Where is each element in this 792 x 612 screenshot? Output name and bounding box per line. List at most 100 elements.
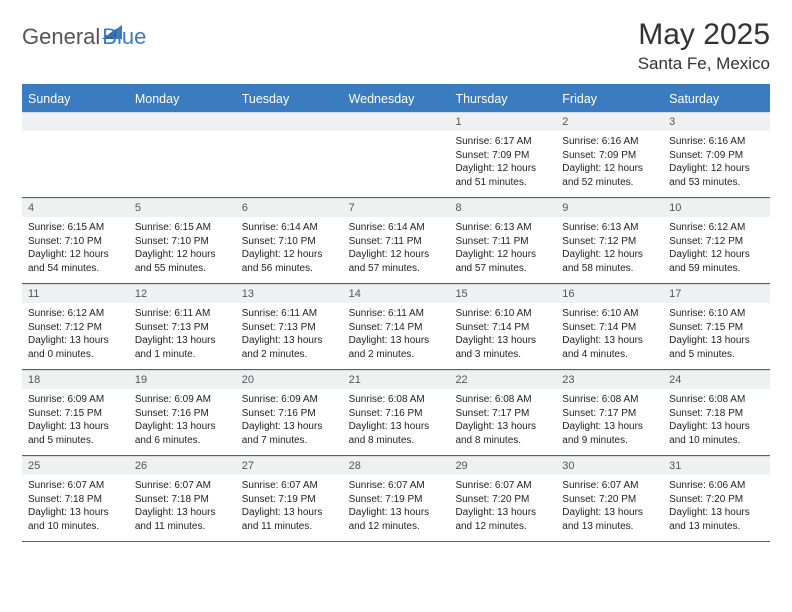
day-number: 6: [236, 199, 343, 217]
sunset-text: Sunset: 7:13 PM: [135, 321, 230, 335]
sunset-text: Sunset: 7:11 PM: [455, 235, 550, 249]
sunrise-text: Sunrise: 6:13 AM: [562, 221, 657, 235]
day-cell: Sunrise: 6:16 AMSunset: 7:09 PMDaylight:…: [556, 131, 663, 197]
sunset-text: Sunset: 7:09 PM: [669, 149, 764, 163]
sunrise-text: Sunrise: 6:07 AM: [455, 479, 550, 493]
sunset-text: Sunset: 7:12 PM: [562, 235, 657, 249]
sunrise-text: Sunrise: 6:09 AM: [135, 393, 230, 407]
day-details-row: Sunrise: 6:17 AMSunset: 7:09 PMDaylight:…: [22, 131, 770, 197]
day-number-row: 11121314151617: [22, 284, 770, 303]
day-cell: Sunrise: 6:10 AMSunset: 7:15 PMDaylight:…: [663, 303, 770, 369]
daylight-text: Daylight: 13 hours and 3 minutes.: [455, 334, 550, 361]
daylight-text: Daylight: 12 hours and 57 minutes.: [455, 248, 550, 275]
daylight-text: Daylight: 12 hours and 57 minutes.: [349, 248, 444, 275]
sunset-text: Sunset: 7:18 PM: [28, 493, 123, 507]
day-cell: Sunrise: 6:10 AMSunset: 7:14 PMDaylight:…: [449, 303, 556, 369]
day-number: 30: [556, 457, 663, 475]
day-cell: Sunrise: 6:17 AMSunset: 7:09 PMDaylight:…: [449, 131, 556, 197]
daylight-text: Daylight: 13 hours and 4 minutes.: [562, 334, 657, 361]
day-number: 15: [449, 285, 556, 303]
day-header-sun: Sunday: [22, 86, 129, 112]
day-details-row: Sunrise: 6:15 AMSunset: 7:10 PMDaylight:…: [22, 217, 770, 283]
sunset-text: Sunset: 7:19 PM: [349, 493, 444, 507]
sunrise-text: Sunrise: 6:16 AM: [669, 135, 764, 149]
day-number: [343, 113, 450, 131]
daylight-text: Daylight: 13 hours and 9 minutes.: [562, 420, 657, 447]
day-header-mon: Monday: [129, 86, 236, 112]
daylight-text: Daylight: 12 hours and 53 minutes.: [669, 162, 764, 189]
sunrise-text: Sunrise: 6:09 AM: [28, 393, 123, 407]
sunset-text: Sunset: 7:18 PM: [135, 493, 230, 507]
sunset-text: Sunset: 7:14 PM: [562, 321, 657, 335]
sunset-text: Sunset: 7:19 PM: [242, 493, 337, 507]
sunrise-text: Sunrise: 6:13 AM: [455, 221, 550, 235]
daylight-text: Daylight: 12 hours and 52 minutes.: [562, 162, 657, 189]
sunrise-text: Sunrise: 6:11 AM: [135, 307, 230, 321]
day-number: 17: [663, 285, 770, 303]
daylight-text: Daylight: 12 hours and 51 minutes.: [455, 162, 550, 189]
day-number: 21: [343, 371, 450, 389]
sunset-text: Sunset: 7:20 PM: [562, 493, 657, 507]
sunset-text: Sunset: 7:16 PM: [242, 407, 337, 421]
day-number-row: 123: [22, 112, 770, 131]
sunrise-text: Sunrise: 6:08 AM: [349, 393, 444, 407]
day-cell: Sunrise: 6:14 AMSunset: 7:10 PMDaylight:…: [236, 217, 343, 283]
sunrise-text: Sunrise: 6:11 AM: [349, 307, 444, 321]
sunset-text: Sunset: 7:17 PM: [455, 407, 550, 421]
calendar-body: 123Sunrise: 6:17 AMSunset: 7:09 PMDaylig…: [22, 112, 770, 542]
day-number-row: 45678910: [22, 198, 770, 217]
week-row: 25262728293031Sunrise: 6:07 AMSunset: 7:…: [22, 456, 770, 542]
daylight-text: Daylight: 12 hours and 54 minutes.: [28, 248, 123, 275]
day-number: 31: [663, 457, 770, 475]
day-number: 11: [22, 285, 129, 303]
sunset-text: Sunset: 7:20 PM: [669, 493, 764, 507]
daylight-text: Daylight: 13 hours and 0 minutes.: [28, 334, 123, 361]
sunrise-text: Sunrise: 6:08 AM: [669, 393, 764, 407]
day-details-row: Sunrise: 6:12 AMSunset: 7:12 PMDaylight:…: [22, 303, 770, 369]
day-number: 19: [129, 371, 236, 389]
sunset-text: Sunset: 7:11 PM: [349, 235, 444, 249]
day-number: 12: [129, 285, 236, 303]
sunset-text: Sunset: 7:10 PM: [28, 235, 123, 249]
day-cell: Sunrise: 6:06 AMSunset: 7:20 PMDaylight:…: [663, 475, 770, 541]
day-cell: Sunrise: 6:11 AMSunset: 7:13 PMDaylight:…: [129, 303, 236, 369]
logo: General Blue: [22, 18, 146, 50]
daylight-text: Daylight: 13 hours and 2 minutes.: [349, 334, 444, 361]
day-cell: [129, 131, 236, 197]
day-header-thu: Thursday: [449, 86, 556, 112]
sunrise-text: Sunrise: 6:14 AM: [242, 221, 337, 235]
day-number: 3: [663, 113, 770, 131]
daylight-text: Daylight: 13 hours and 12 minutes.: [349, 506, 444, 533]
daylight-text: Daylight: 13 hours and 13 minutes.: [562, 506, 657, 533]
week-row: 123Sunrise: 6:17 AMSunset: 7:09 PMDaylig…: [22, 112, 770, 198]
sunrise-text: Sunrise: 6:07 AM: [349, 479, 444, 493]
daylight-text: Daylight: 13 hours and 10 minutes.: [669, 420, 764, 447]
sunrise-text: Sunrise: 6:10 AM: [562, 307, 657, 321]
sunrise-text: Sunrise: 6:07 AM: [562, 479, 657, 493]
day-cell: Sunrise: 6:09 AMSunset: 7:15 PMDaylight:…: [22, 389, 129, 455]
day-cell: Sunrise: 6:14 AMSunset: 7:11 PMDaylight:…: [343, 217, 450, 283]
day-number: 26: [129, 457, 236, 475]
day-number-row: 18192021222324: [22, 370, 770, 389]
day-number: [22, 113, 129, 131]
day-cell: Sunrise: 6:07 AMSunset: 7:20 PMDaylight:…: [449, 475, 556, 541]
day-cell: Sunrise: 6:13 AMSunset: 7:12 PMDaylight:…: [556, 217, 663, 283]
sunrise-text: Sunrise: 6:12 AM: [28, 307, 123, 321]
sunset-text: Sunset: 7:13 PM: [242, 321, 337, 335]
day-header-row: Sunday Monday Tuesday Wednesday Thursday…: [22, 86, 770, 112]
sunset-text: Sunset: 7:15 PM: [669, 321, 764, 335]
sunrise-text: Sunrise: 6:07 AM: [242, 479, 337, 493]
daylight-text: Daylight: 13 hours and 5 minutes.: [28, 420, 123, 447]
sunrise-text: Sunrise: 6:08 AM: [455, 393, 550, 407]
sunrise-text: Sunrise: 6:06 AM: [669, 479, 764, 493]
daylight-text: Daylight: 13 hours and 5 minutes.: [669, 334, 764, 361]
day-cell: Sunrise: 6:08 AMSunset: 7:16 PMDaylight:…: [343, 389, 450, 455]
day-cell: Sunrise: 6:15 AMSunset: 7:10 PMDaylight:…: [22, 217, 129, 283]
day-cell: Sunrise: 6:16 AMSunset: 7:09 PMDaylight:…: [663, 131, 770, 197]
day-cell: [343, 131, 450, 197]
day-number: 20: [236, 371, 343, 389]
title-block: May 2025 Santa Fe, Mexico: [638, 18, 770, 74]
day-cell: Sunrise: 6:09 AMSunset: 7:16 PMDaylight:…: [236, 389, 343, 455]
daylight-text: Daylight: 13 hours and 12 minutes.: [455, 506, 550, 533]
day-number: 9: [556, 199, 663, 217]
